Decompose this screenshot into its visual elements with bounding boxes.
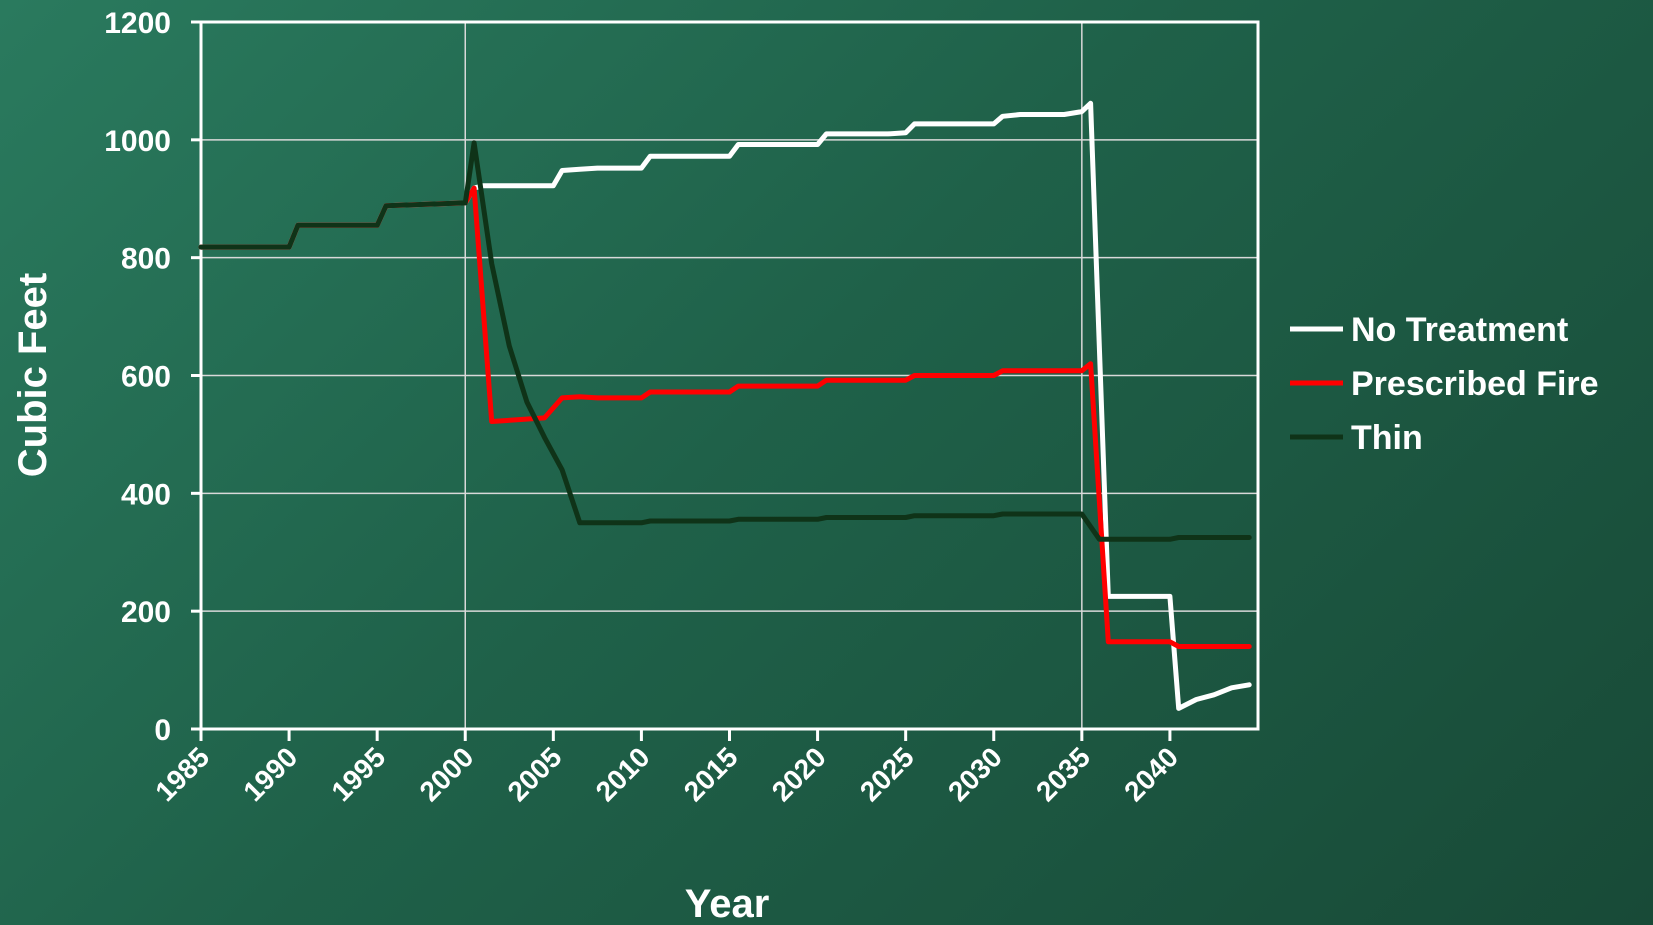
x-tick-label: 2040	[1118, 741, 1184, 807]
legend-label-prescribed-fire: Prescribed Fire	[1351, 365, 1599, 403]
series-line-prescribed-fire	[198, 185, 1252, 649]
x-tick-label: 2000	[414, 741, 480, 807]
x-tick-label: 2030	[942, 741, 1008, 807]
legend-label-thin: Thin	[1351, 419, 1423, 457]
x-tick-label: 2015	[678, 741, 744, 807]
legend: No Treatment Prescribed Fire Thin	[1290, 311, 1599, 457]
y-tick-label: 1200	[104, 7, 171, 40]
y-tick-label: 1000	[104, 125, 171, 158]
x-tick-label: 2025	[854, 741, 920, 807]
x-axis-title: Year	[685, 882, 770, 925]
axes	[191, 20, 1260, 741]
legend-label-no-treatment: No Treatment	[1351, 311, 1568, 349]
y-tick-label: 600	[121, 361, 171, 394]
x-tick-label: 2010	[590, 741, 656, 807]
x-tick-label: 1990	[237, 741, 303, 807]
series-lines	[198, 100, 1252, 711]
tick-labels: 0 200 400 600 800 1000 1200 1985 1990 1995 2000 200…	[104, 7, 1184, 807]
series-line-thin	[198, 140, 1252, 542]
y-tick-label: 400	[121, 478, 171, 511]
y-tick-label: 200	[121, 596, 171, 629]
x-tick-label: 2020	[766, 741, 832, 807]
y-tick-label: 800	[121, 243, 171, 276]
x-tick-label: 2005	[502, 741, 568, 807]
y-tick-label: 0	[154, 714, 171, 747]
y-axis-title: Cubic Feet	[11, 273, 55, 477]
x-tick-label: 1995	[325, 741, 391, 807]
x-tick-label: 2035	[1030, 741, 1096, 807]
x-tick-label: 1985	[149, 741, 215, 807]
